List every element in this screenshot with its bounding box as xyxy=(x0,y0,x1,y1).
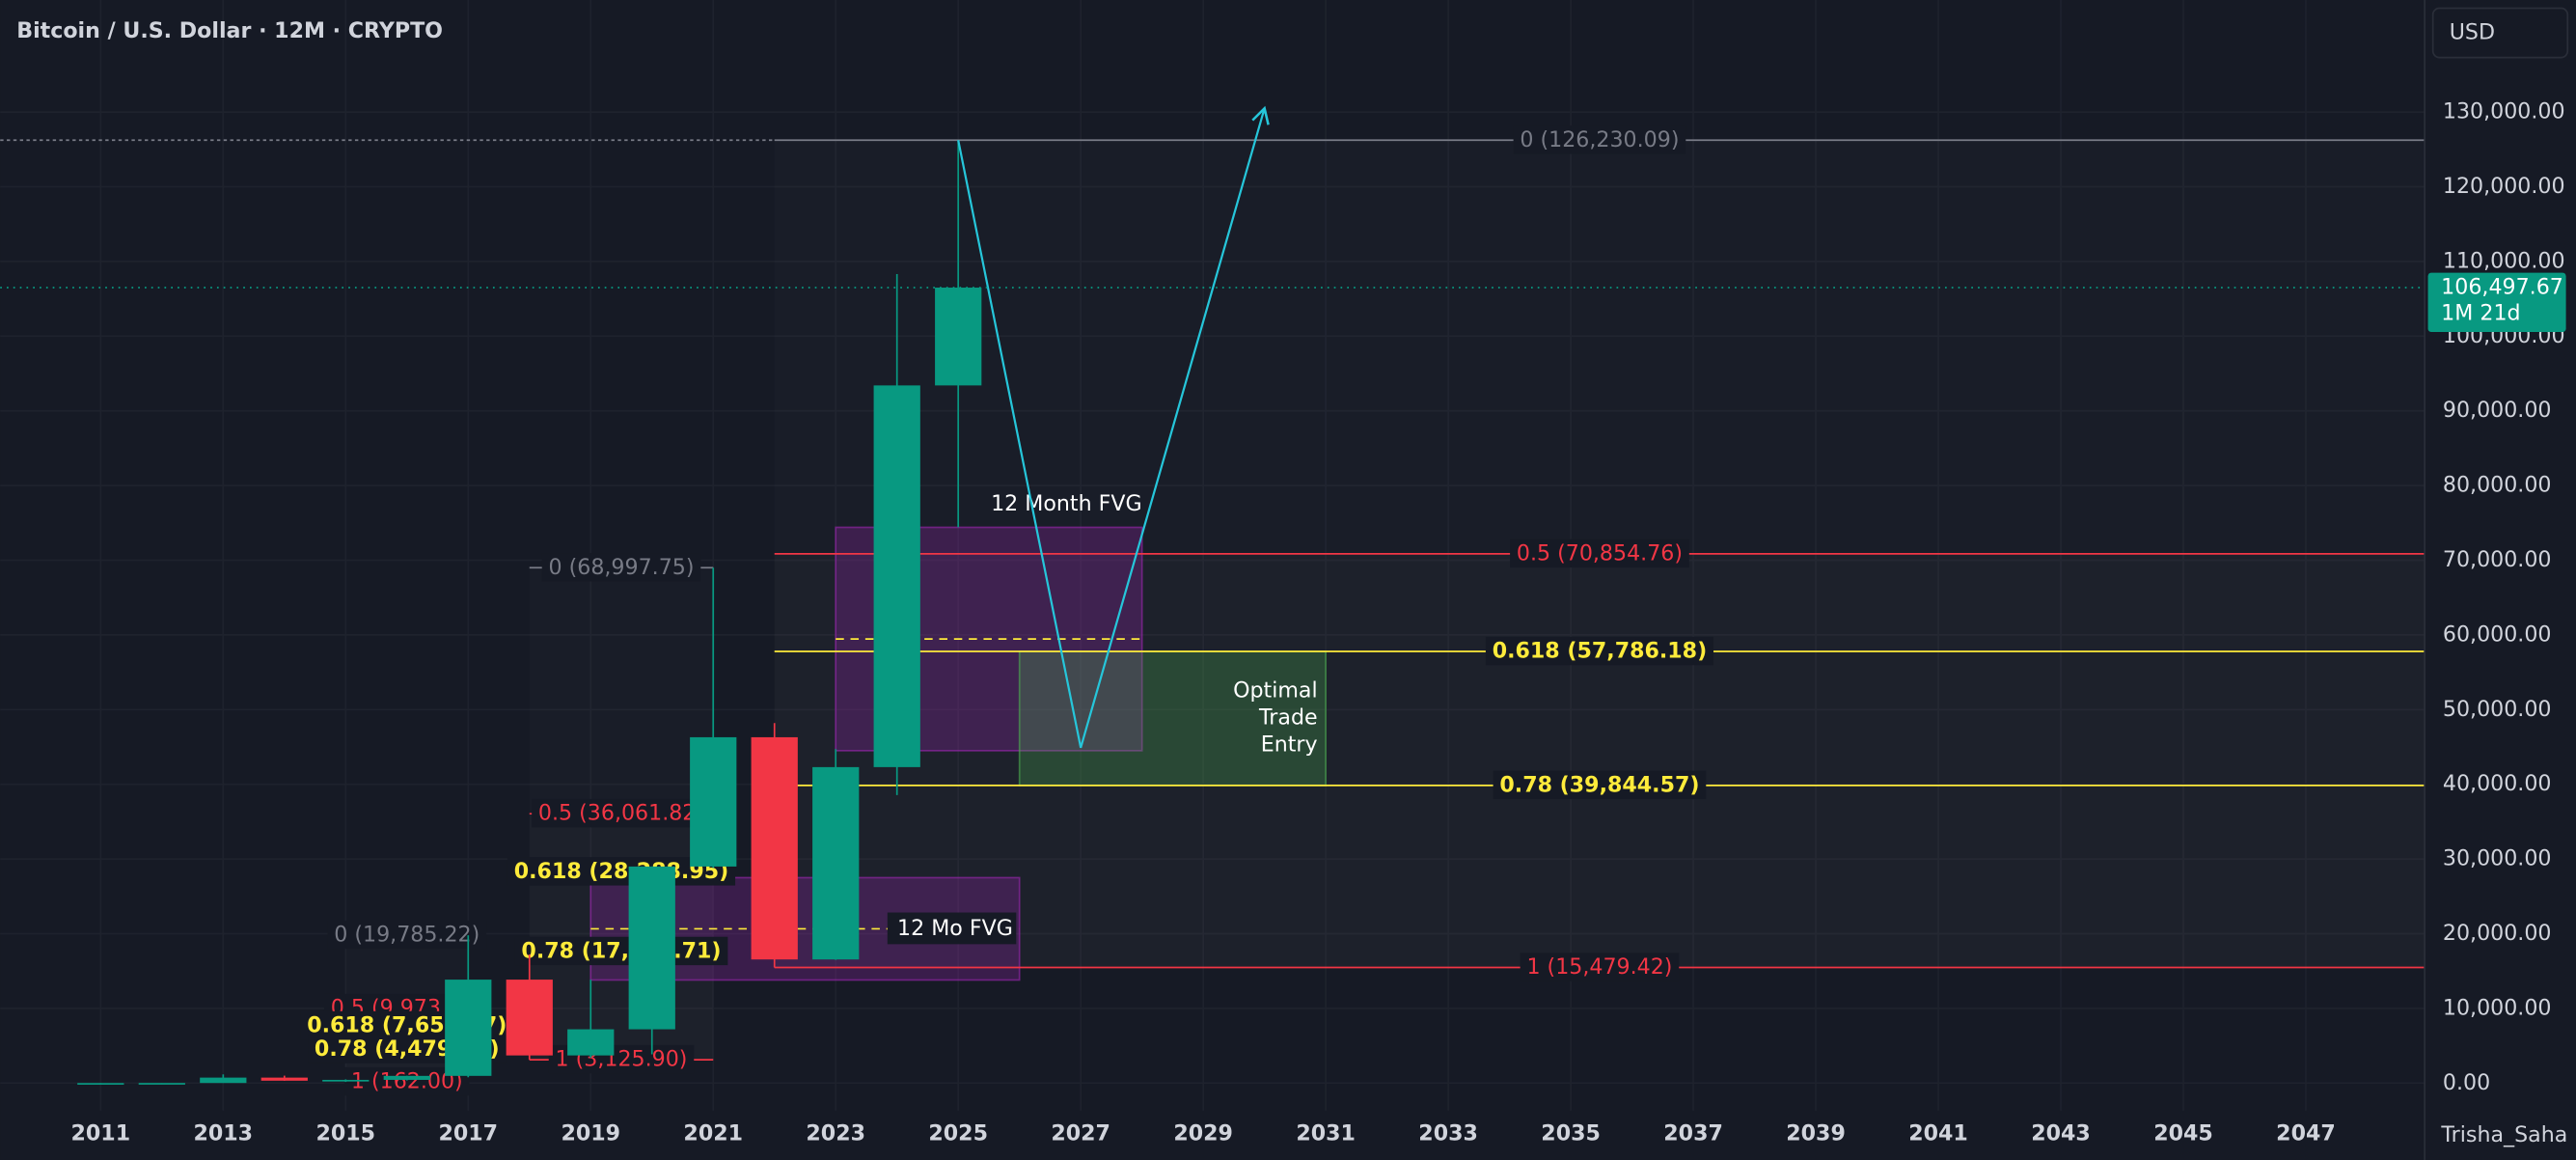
y-tick-label: 10,000.00 xyxy=(2443,995,2552,1020)
y-tick-label: 30,000.00 xyxy=(2443,846,2552,871)
candle-body xyxy=(506,980,553,1056)
candle-body xyxy=(322,1079,370,1082)
zone-label: Optimal xyxy=(1233,677,1318,703)
fib-label: 0 (68,997.75) xyxy=(549,555,695,580)
watermark: Trisha_Saha xyxy=(2440,1122,2567,1147)
candle-body xyxy=(200,1077,247,1084)
currency-label[interactable]: USD xyxy=(2450,20,2495,45)
x-tick-label: 2015 xyxy=(315,1120,375,1146)
x-tick-label: 2031 xyxy=(1296,1120,1356,1146)
y-tick-label: 120,000.00 xyxy=(2443,174,2565,199)
x-tick-label: 2025 xyxy=(928,1120,988,1146)
projection-path xyxy=(957,105,1270,749)
x-tick-label: 2045 xyxy=(2153,1120,2213,1146)
fib-label: 1 (15,479.42) xyxy=(1526,954,1672,980)
candle-body xyxy=(77,1083,124,1085)
x-tick-label: 2035 xyxy=(1541,1120,1601,1146)
last-price-label: 106,497.67 xyxy=(2441,275,2563,300)
last-price-tag xyxy=(2427,272,2566,332)
x-tick-label: 2021 xyxy=(683,1120,743,1146)
x-tick-label: 2037 xyxy=(1663,1120,1723,1146)
label-background xyxy=(1485,636,1713,666)
x-tick-label: 2043 xyxy=(2031,1120,2091,1146)
fib-label: 0.78 (39,844.57) xyxy=(1499,772,1699,797)
x-tick-label: 2019 xyxy=(561,1120,620,1146)
y-tick-label: 0.00 xyxy=(2443,1070,2490,1095)
y-tick-label: 70,000.00 xyxy=(2443,547,2552,572)
y-tick-label: 130,000.00 xyxy=(2443,99,2565,124)
x-tick-label: 2047 xyxy=(2276,1120,2336,1146)
candle-body xyxy=(383,1075,430,1080)
x-tick-label: 2011 xyxy=(71,1120,131,1146)
candle-body xyxy=(935,288,982,386)
candle-body xyxy=(690,736,737,867)
zone-label: 12 Mo FVG xyxy=(897,916,1013,941)
zone-label: Entry xyxy=(1261,732,1318,758)
candle-body xyxy=(260,1077,308,1081)
currency-button[interactable] xyxy=(2431,7,2569,59)
label-background xyxy=(1493,770,1707,800)
x-tick-label: 2023 xyxy=(806,1120,865,1146)
fib-label: 0.78 (17,617.71) xyxy=(521,938,721,963)
candle-body xyxy=(812,766,860,960)
zone-label: Trade xyxy=(1258,704,1318,730)
fib-label: 1 (162.00) xyxy=(351,1069,463,1094)
label-background xyxy=(1510,539,1689,568)
label-background xyxy=(1520,953,1680,981)
label-background xyxy=(887,912,1017,945)
candle-body xyxy=(567,1029,615,1056)
label-background xyxy=(541,553,701,582)
candle-body xyxy=(445,980,492,1076)
candle-body xyxy=(628,866,675,1030)
x-tick-label: 2033 xyxy=(1418,1120,1478,1146)
y-tick-label: 50,000.00 xyxy=(2443,697,2552,722)
x-tick-label: 2017 xyxy=(438,1120,498,1146)
label-background xyxy=(327,920,487,950)
y-tick-label: 90,000.00 xyxy=(2443,398,2552,423)
y-tick-label: 20,000.00 xyxy=(2443,921,2552,946)
zone-label: 12 Month FVG xyxy=(991,491,1142,516)
fib-label: 0 (126,230.09) xyxy=(1520,127,1679,152)
label-background xyxy=(1513,125,1686,154)
y-tick-label: 80,000.00 xyxy=(2443,473,2552,498)
countdown-label: 1M 21d xyxy=(2441,301,2520,326)
x-tick-label: 2029 xyxy=(1173,1120,1233,1146)
fib-shade xyxy=(530,567,713,814)
fib-shade xyxy=(775,786,2425,968)
x-tick-label: 2013 xyxy=(194,1120,254,1146)
candle-body xyxy=(873,385,920,767)
candle-body xyxy=(751,736,798,960)
fib-label: 0.5 (36,061.82) xyxy=(538,801,704,826)
label-background xyxy=(514,936,728,966)
x-tick-label: 2027 xyxy=(1051,1120,1110,1146)
fib-label: 0 (19,785.22) xyxy=(334,923,480,948)
chart-title: Bitcoin / U.S. Dollar · 12M · CRYPTO xyxy=(16,18,443,43)
candle-body xyxy=(138,1083,185,1085)
y-tick-label: 110,000.00 xyxy=(2443,248,2565,273)
fib-label: 0.5 (70,854.76) xyxy=(1517,540,1683,566)
label-background xyxy=(532,798,711,828)
x-tick-label: 2041 xyxy=(1908,1120,1968,1146)
y-tick-label: 60,000.00 xyxy=(2443,621,2552,647)
fib-label: 0.618 (57,786.18) xyxy=(1493,639,1707,664)
y-tick-label: 40,000.00 xyxy=(2443,771,2552,796)
x-tick-label: 2039 xyxy=(1786,1120,1846,1146)
